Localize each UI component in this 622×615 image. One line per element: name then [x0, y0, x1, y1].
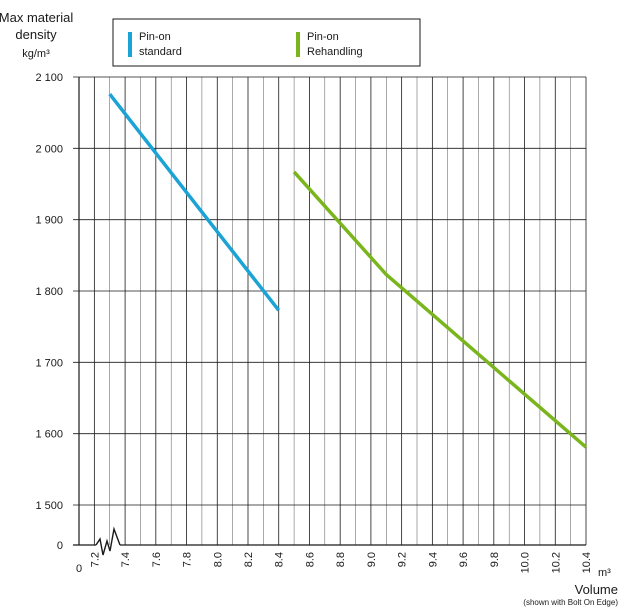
x-tick-label: 10.4	[581, 552, 593, 573]
x-tick-label: 9.0	[366, 552, 378, 567]
legend-label-standard-line2: standard	[139, 46, 182, 58]
x-tick-label: 9.6	[458, 552, 470, 567]
y-tick-label: 0	[57, 540, 63, 552]
x-tick-label: 0	[76, 563, 82, 575]
x-tick-label: 7.4	[120, 552, 132, 567]
x-tick-label: 7.6	[151, 552, 163, 567]
axes: 2 100 2 000 1 900 1 800 1 700 1 600 1 500 0 0 7.2…	[35, 72, 593, 575]
y-axis-label-line2: density	[15, 27, 57, 42]
x-tick-label: 8.2	[243, 552, 255, 567]
y-tick-label: 1 800	[35, 286, 63, 298]
y-axis-label-line1: Max material	[0, 10, 73, 25]
x-tick-label: 9.4	[427, 552, 439, 567]
y-tick-label: 1 500	[35, 500, 63, 512]
series-line-0	[108, 93, 281, 312]
y-tick-label: 1 900	[35, 215, 63, 227]
y-axis-unit: kg/m³	[22, 48, 50, 60]
x-axis-label: Volume	[575, 582, 618, 597]
x-tick-label: 8.8	[335, 552, 347, 567]
x-tick-label: 7.2	[89, 552, 101, 567]
legend: Pin-on standard Pin-on Rehandling	[112, 18, 421, 67]
y-tick-label: 1 600	[35, 429, 63, 441]
legend-label-standard-line1: Pin-on	[139, 31, 171, 43]
series-line-1	[292, 170, 588, 449]
x-axis-note: (shown with Bolt On Edge)	[523, 598, 618, 607]
legend-label-rehandling-line2: Rehandling	[307, 46, 363, 58]
x-tick-label: 7.8	[182, 552, 194, 567]
legend-box	[112, 18, 421, 67]
x-tick-label: 8.0	[212, 552, 224, 567]
y-tick-label: 1 700	[35, 357, 63, 369]
grid	[73, 76, 587, 545]
y-tick-label: 2 000	[35, 143, 63, 155]
series-layer	[108, 93, 588, 449]
legend-label-rehandling-line1: Pin-on	[307, 31, 339, 43]
x-tick-label: 8.6	[304, 552, 316, 567]
axis-break-mark	[95, 526, 121, 556]
x-tick-label: 10.0	[520, 552, 532, 573]
x-tick-label: 9.2	[397, 552, 409, 567]
x-axis-unit: m³	[598, 567, 611, 579]
x-tick-label: 9.8	[489, 552, 501, 567]
x-tick-label: 8.4	[274, 552, 286, 567]
y-tick-label: 2 100	[35, 72, 63, 84]
x-tick-label: 10.2	[550, 552, 562, 573]
